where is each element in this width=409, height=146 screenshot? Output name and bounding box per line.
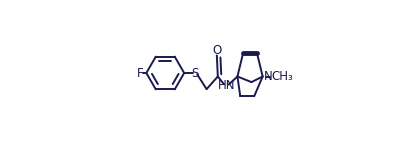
Text: O: O [212, 45, 221, 58]
Text: CH₃: CH₃ [271, 70, 293, 83]
Text: HN: HN [218, 79, 235, 92]
Text: S: S [192, 66, 199, 80]
Text: F: F [137, 66, 143, 80]
Text: N: N [264, 70, 272, 83]
